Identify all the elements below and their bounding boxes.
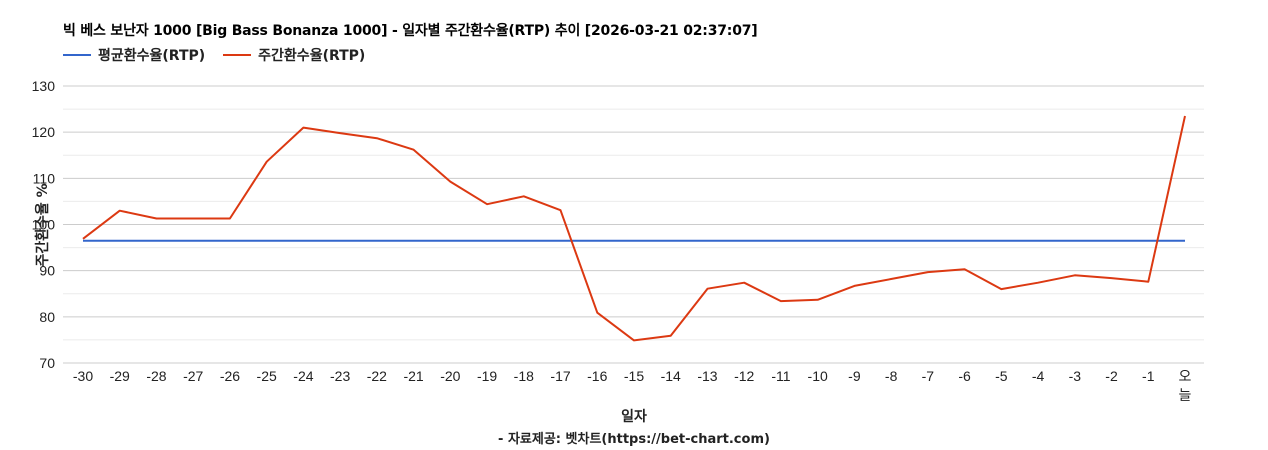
y-tick-label: 100 <box>32 217 56 233</box>
x-tick-label: -8 <box>885 368 898 384</box>
x-axis-ticks: -30 -29 -28 -27 -26 -25 -24 -23 -22 -21 -20 -19 -18-… <box>73 368 1192 404</box>
x-tick-label: -23 <box>330 368 350 384</box>
x-tick-label: -30 <box>73 368 93 384</box>
x-tick-label: -1 <box>1142 368 1155 384</box>
series-line[interactable] <box>82 115 1186 342</box>
legend-item-weekly-rtp[interactable]: 주간환수율(RTP) <box>223 45 365 65</box>
x-tick-label: -7 <box>922 368 935 384</box>
x-tick-label: -29 <box>110 368 130 384</box>
x-tick-label: -24 <box>293 368 313 384</box>
gridlines <box>63 85 1204 364</box>
data-source-credit: - 자료제공: 벳차트(https://bet-chart.com) <box>498 432 770 447</box>
x-tick-label: -13 <box>697 368 717 384</box>
x-axis-title: 일자 <box>621 409 647 425</box>
y-axis-title: 주간환수율 % <box>34 183 51 266</box>
x-tick-label: -26 <box>220 368 240 384</box>
x-tick-label: -11 <box>771 368 790 384</box>
x-tick-label: -17 <box>550 368 570 384</box>
legend-item-average-rtp[interactable]: 평균환수율(RTP) <box>63 45 205 65</box>
x-tick-label: -25 <box>257 368 277 384</box>
x-tick-label: -9 <box>848 368 861 384</box>
x-tick-label: -22 <box>367 368 387 384</box>
x-tick-label: -3 <box>1069 368 1082 384</box>
legend-swatch-red-icon <box>223 54 252 56</box>
x-tick-label: -2 <box>1105 368 1118 384</box>
x-tick-label: -5 <box>995 368 1008 384</box>
y-tick-label: 130 <box>32 78 56 94</box>
legend-label: 평균환수율(RTP) <box>98 48 206 64</box>
x-tick-label: -19 <box>477 368 497 384</box>
x-tick-label: -12 <box>734 368 754 384</box>
x-tick-label: -6 <box>958 368 971 384</box>
x-tick-label: -10 <box>808 368 828 384</box>
y-tick-label: 90 <box>39 263 55 279</box>
y-axis-ticks: 70 80 90 100 110 120 130 <box>32 78 56 371</box>
x-tick-label: -21 <box>403 368 423 384</box>
chart-title: 빅 베스 보난자 1000 [Big Bass Bonanza 1000] - … <box>63 23 758 39</box>
legend-swatch-blue-icon <box>63 54 91 56</box>
x-tick-label: -20 <box>440 368 460 384</box>
x-tick-label: 오 <box>1179 369 1192 385</box>
y-tick-label: 70 <box>39 355 55 371</box>
x-tick-label: -14 <box>661 368 681 384</box>
chart-legend: 평균환수율(RTP) 주간환수율(RTP) <box>63 45 383 65</box>
x-tick-label: -4 <box>1032 368 1045 384</box>
data-series <box>82 115 1186 342</box>
x-tick-label: 늘 <box>1179 388 1192 404</box>
x-tick-label: -18 <box>514 368 534 384</box>
y-tick-label: 110 <box>33 170 56 186</box>
x-tick-label: -15 <box>624 368 644 384</box>
legend-label: 주간환수율(RTP) <box>258 48 366 64</box>
x-tick-label: -28 <box>146 368 166 384</box>
x-tick-label: -27 <box>183 368 203 384</box>
x-tick-label: -16 <box>587 368 607 384</box>
y-tick-label: 120 <box>32 124 56 140</box>
y-tick-label: 80 <box>39 309 55 325</box>
